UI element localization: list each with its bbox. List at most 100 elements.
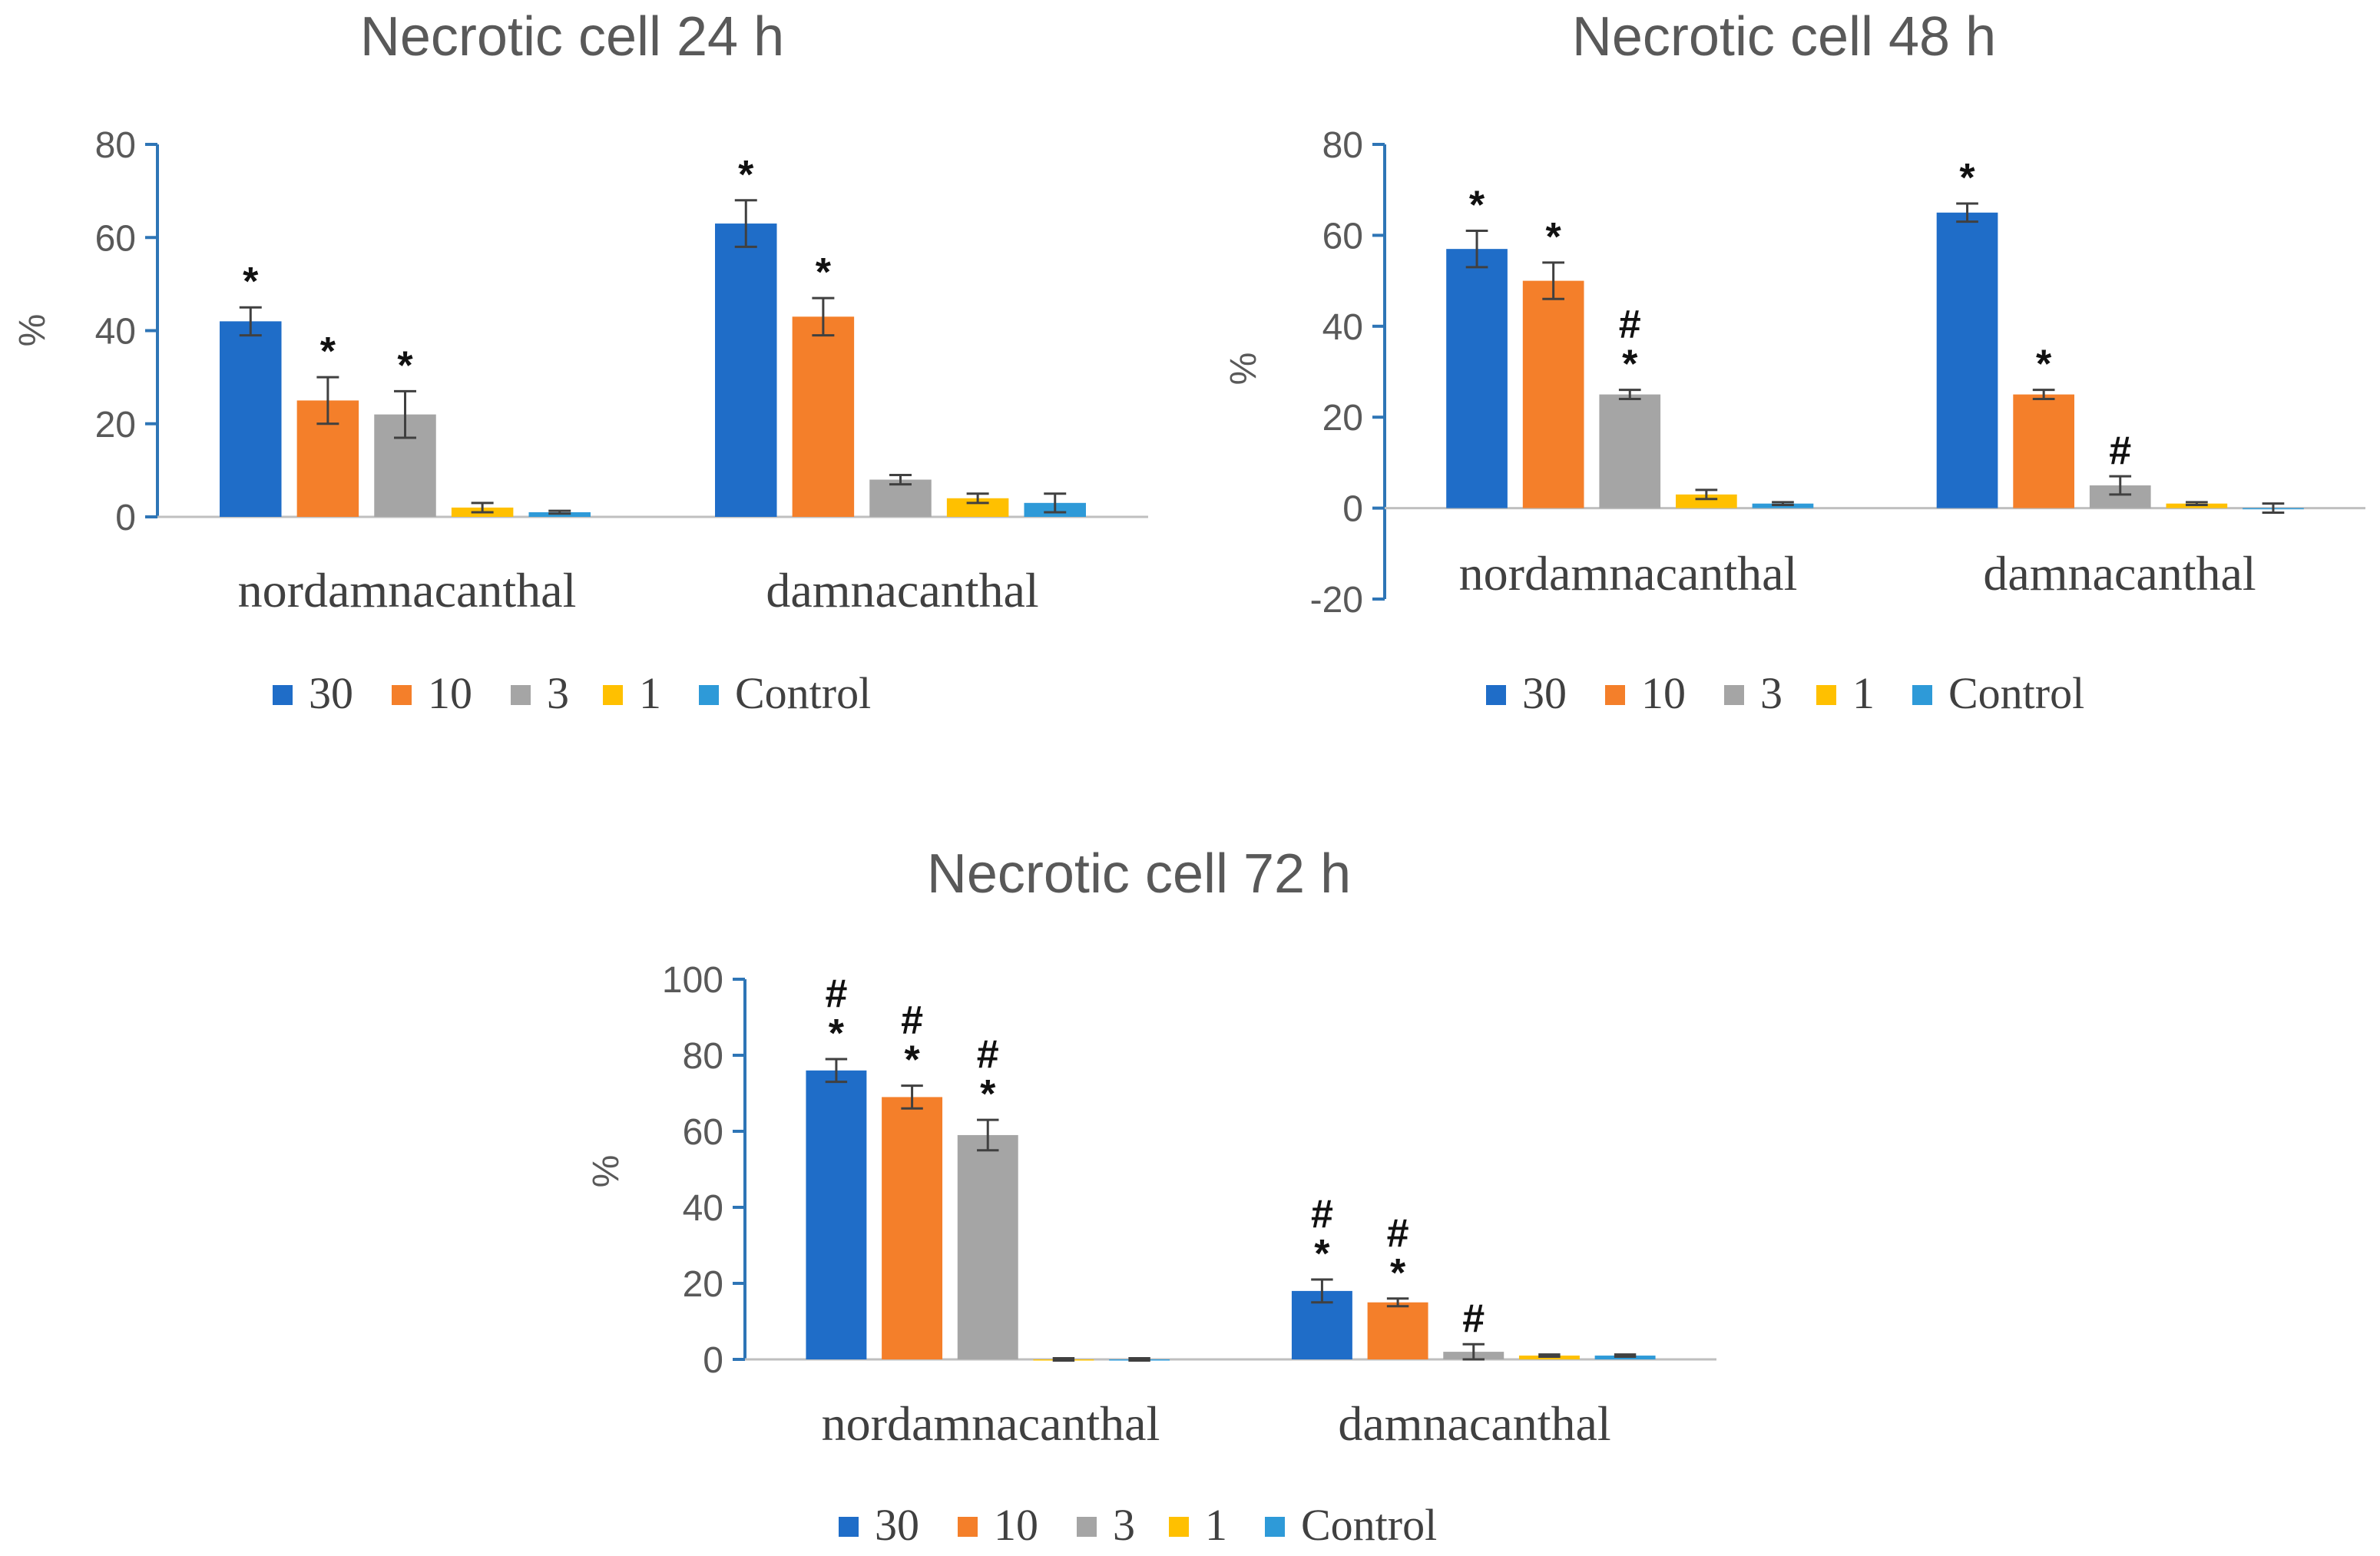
significance-asterisk: * xyxy=(1622,343,1638,387)
legend-swatch xyxy=(958,1517,978,1537)
chart-necrotic-72h: Necrotic cell 72 h % nordamnacanthal dam… xyxy=(586,843,1716,1550)
legend-label: 10 xyxy=(428,668,472,718)
legend: 30 10 3 1 Control xyxy=(1486,668,2084,718)
significance-asterisk: * xyxy=(980,1072,996,1117)
legend-swatch xyxy=(1077,1517,1097,1537)
bar xyxy=(869,479,932,517)
significance-asterisk: * xyxy=(2036,343,2052,387)
chart-title: Necrotic cell 24 h xyxy=(360,6,784,68)
plot-area: 0 20 40 60 80 * * * * * xyxy=(95,125,1148,538)
category-label: damnacanthal xyxy=(766,563,1038,617)
legend-swatch xyxy=(273,685,293,705)
legend-swatch xyxy=(1169,1517,1189,1537)
bar xyxy=(1676,494,1737,508)
legend-swatch xyxy=(1605,685,1625,705)
bar xyxy=(1446,249,1508,508)
significance-hash: # xyxy=(1387,1211,1409,1256)
bar xyxy=(1599,394,1661,508)
legend-label: 3 xyxy=(547,668,569,718)
bar xyxy=(220,321,282,517)
y-tick-label: 40 xyxy=(683,1188,723,1229)
y-tick-label: 20 xyxy=(95,405,136,445)
significance-hash: # xyxy=(977,1032,999,1077)
significance-asterisk: * xyxy=(816,250,832,295)
legend-swatch xyxy=(1912,685,1932,705)
legend-swatch xyxy=(839,1517,859,1537)
significance-asterisk: * xyxy=(397,343,413,388)
legend: 30 10 3 1 Control xyxy=(273,668,871,718)
y-tick-label: 20 xyxy=(683,1264,723,1305)
category-label: damnacanthal xyxy=(1338,1396,1610,1451)
significance-hash: # xyxy=(2109,429,2131,473)
y-tick-label: 40 xyxy=(1322,307,1363,348)
legend-label: 10 xyxy=(1641,668,1686,718)
legend-label: 10 xyxy=(994,1500,1038,1550)
y-tick-label: 80 xyxy=(1322,125,1363,166)
legend-label: 3 xyxy=(1113,1500,1135,1550)
y-tick-label: 80 xyxy=(95,125,136,166)
y-tick-label: 0 xyxy=(115,498,136,538)
legend-label: Control xyxy=(735,668,871,718)
significance-asterisk: * xyxy=(320,329,336,374)
y-tick-label: 80 xyxy=(683,1036,723,1077)
category-label: nordamnacanthal xyxy=(238,563,577,617)
legend-swatch xyxy=(1486,685,1506,705)
significance-hash: # xyxy=(825,972,847,1016)
significance-asterisk: * xyxy=(829,1011,845,1056)
chart-title: Necrotic cell 72 h xyxy=(927,843,1351,905)
y-tick-label: 0 xyxy=(1342,489,1363,530)
legend-swatch xyxy=(699,685,719,705)
legend-label: 1 xyxy=(639,668,661,718)
chart-necrotic-48h: Necrotic cell 48 h % nordamnacanthal dam… xyxy=(1223,6,2365,718)
significance-hash: # xyxy=(1311,1192,1333,1237)
legend-swatch xyxy=(603,685,623,705)
legend-label: Control xyxy=(1948,668,2084,718)
legend-swatch xyxy=(1265,1517,1285,1537)
legend-swatch xyxy=(1816,685,1836,705)
significance-asterisk: * xyxy=(1469,183,1485,227)
chart-necrotic-24h: Necrotic cell 24 h % nordamnacanthal dam… xyxy=(12,6,1148,718)
bar xyxy=(1367,1302,1428,1359)
significance-hash: # xyxy=(1462,1296,1485,1341)
y-tick-label: 100 xyxy=(662,960,723,1001)
legend-label: 3 xyxy=(1760,668,1783,718)
legend: 30 10 3 1 Control xyxy=(839,1500,1437,1550)
significance-asterisk: * xyxy=(1314,1232,1330,1276)
legend-label: 1 xyxy=(1205,1500,1227,1550)
legend-swatch xyxy=(392,685,412,705)
legend-label: 30 xyxy=(875,1500,919,1550)
significance-hash: # xyxy=(1619,303,1641,347)
bar xyxy=(806,1070,867,1359)
legend-label: 30 xyxy=(309,668,353,718)
y-tick-label: 60 xyxy=(1322,216,1363,257)
significance-asterisk: * xyxy=(1390,1251,1406,1296)
category-label: nordamnacanthal xyxy=(822,1396,1160,1451)
significance-hash: # xyxy=(901,998,923,1043)
category-label: damnacanthal xyxy=(1983,546,2256,601)
y-tick-label: 0 xyxy=(703,1340,723,1381)
legend-label: Control xyxy=(1301,1500,1437,1550)
significance-asterisk: * xyxy=(1546,215,1562,260)
y-axis-label: % xyxy=(1223,353,1264,386)
bar xyxy=(2013,394,2074,508)
y-tick-label: 60 xyxy=(95,218,136,259)
category-label: nordamnacanthal xyxy=(1459,546,1798,601)
y-axis-label: % xyxy=(586,1155,627,1188)
legend-swatch xyxy=(511,685,531,705)
significance-asterisk: * xyxy=(243,260,259,304)
legend-label: 1 xyxy=(1852,668,1875,718)
bar xyxy=(957,1134,1018,1359)
bar xyxy=(1522,280,1584,508)
bar xyxy=(715,223,777,517)
legend-swatch xyxy=(1724,685,1744,705)
y-tick-label: 40 xyxy=(95,312,136,353)
y-tick-label: 20 xyxy=(1322,398,1363,439)
y-axis-label: % xyxy=(12,314,53,347)
significance-asterisk: * xyxy=(904,1038,920,1083)
chart-title: Necrotic cell 48 h xyxy=(1572,6,1996,68)
y-tick-label: 60 xyxy=(683,1112,723,1153)
bar xyxy=(1936,212,1998,508)
